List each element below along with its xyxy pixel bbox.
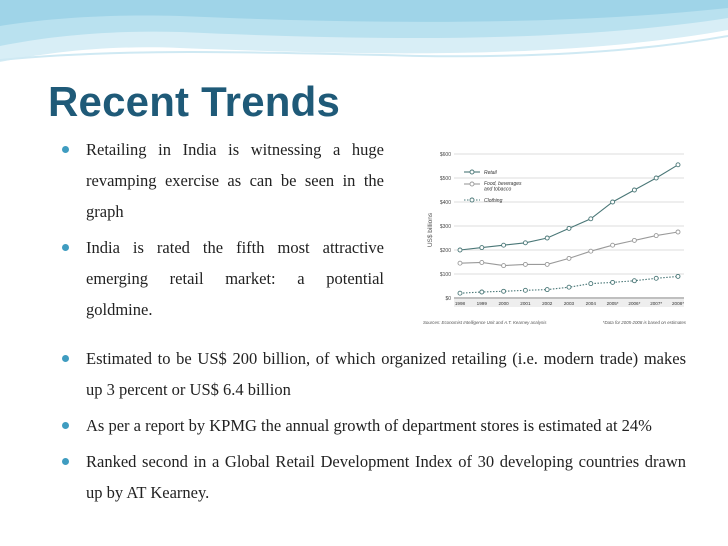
data-point	[588, 216, 594, 222]
bullet-dot-icon	[62, 355, 69, 362]
x-tick-label: 2007*	[650, 301, 662, 306]
legend-label: and tobacco	[484, 187, 511, 193]
bullet-text: India is rated the fifth most attractive…	[86, 238, 384, 319]
legend-label: Clothing	[484, 198, 503, 204]
y-tick-label: $300	[440, 224, 451, 230]
bullet-item: As per a report by KPMG the annual growt…	[62, 410, 686, 441]
chart-y-axis-label: US$ billions	[427, 212, 434, 247]
data-point	[566, 284, 572, 290]
bullet-dot-icon	[62, 422, 69, 429]
data-point	[522, 287, 528, 293]
y-tick-label: $600	[440, 152, 451, 158]
x-tick-label: 2002	[542, 301, 553, 306]
x-axis-band	[454, 299, 684, 307]
bullet-item: India is rated the fifth most attractive…	[62, 232, 384, 325]
y-tick-label: $400	[440, 200, 451, 206]
data-point	[588, 248, 594, 254]
bullet-dot-icon	[62, 146, 69, 153]
data-point	[501, 263, 507, 269]
retail-growth-chart: $0 $100 $200 $300 $400 $500 $600 1998 1999 2000 2…	[420, 150, 688, 330]
chart-estimate-note: *Data for 2005-2008 is based on estimate…	[603, 320, 687, 325]
chart-source-note: Sources: Economist Intelligence Unit and…	[423, 320, 547, 325]
y-tick-label: $200	[440, 248, 451, 254]
legend-label: Retail	[484, 170, 498, 176]
chart-x-ticks: 1998 1999 2000 2001 2002 2003 2004 2005* 2006* 20…	[454, 299, 684, 307]
top-bullet-list: Retailing in India is witnessing a huge …	[62, 134, 384, 330]
bottom-bullet-list: Estimated to be US$ 200 billion, of whic…	[62, 343, 686, 513]
bullet-item: Ranked second in a Global Retail Develop…	[62, 446, 686, 508]
bullet-text: Ranked second in a Global Retail Develop…	[86, 452, 686, 502]
data-point	[588, 281, 594, 287]
data-point	[610, 199, 616, 205]
data-point	[522, 240, 528, 246]
data-point	[479, 245, 485, 251]
bullet-dot-icon	[62, 458, 69, 465]
data-point	[544, 261, 550, 267]
data-point	[653, 233, 659, 239]
data-point	[675, 229, 681, 235]
x-tick-label: 1999	[477, 301, 488, 306]
data-point	[610, 242, 616, 248]
legend-label: Food, beverages	[484, 181, 522, 187]
data-point	[566, 255, 572, 261]
data-point	[653, 275, 659, 281]
bullet-item: Estimated to be US$ 200 billion, of whic…	[62, 343, 686, 405]
legend-swatch-marker	[469, 197, 475, 203]
data-point	[544, 287, 550, 293]
data-point	[457, 247, 463, 253]
data-point	[631, 278, 637, 284]
data-point	[631, 237, 637, 243]
data-point	[566, 225, 572, 231]
bullet-text: Retailing in India is witnessing a huge …	[86, 140, 384, 221]
x-tick-label: 2008*	[672, 301, 684, 306]
data-point	[631, 187, 637, 193]
data-point	[457, 290, 463, 296]
legend-swatch-marker	[469, 181, 475, 187]
data-point	[675, 273, 681, 279]
x-tick-label: 2006*	[628, 301, 640, 306]
data-point	[479, 289, 485, 295]
data-point	[544, 235, 550, 241]
chart-y-ticks: $0 $100 $200 $300 $400 $500 $600	[440, 152, 451, 302]
data-point	[501, 242, 507, 248]
data-point	[457, 260, 463, 266]
y-tick-label: $100	[440, 272, 451, 278]
data-point	[501, 288, 507, 294]
x-tick-label: 2004	[586, 301, 597, 306]
x-tick-label: 2003	[564, 301, 575, 306]
bullet-dot-icon	[62, 244, 69, 251]
chart-series	[457, 162, 681, 296]
data-point	[653, 175, 659, 181]
x-tick-label: 2001	[520, 301, 531, 306]
x-tick-label: 2000	[498, 301, 509, 306]
y-tick-label: $0	[445, 296, 451, 302]
data-point	[610, 279, 616, 285]
bullet-item: Retailing in India is witnessing a huge …	[62, 134, 384, 227]
slide-title: Recent Trends	[48, 78, 341, 125]
x-tick-label: 2005*	[607, 301, 619, 306]
data-point	[479, 260, 485, 265]
header-wave-decoration	[0, 0, 728, 62]
legend-swatch-marker	[469, 169, 475, 175]
data-point	[522, 261, 528, 267]
y-tick-label: $500	[440, 176, 451, 182]
bullet-text: As per a report by KPMG the annual growt…	[86, 416, 652, 435]
data-point	[675, 162, 681, 168]
bullet-text: Estimated to be US$ 200 billion, of whic…	[86, 349, 686, 399]
x-tick-label: 1998	[455, 301, 466, 306]
chart-grid	[454, 153, 684, 299]
